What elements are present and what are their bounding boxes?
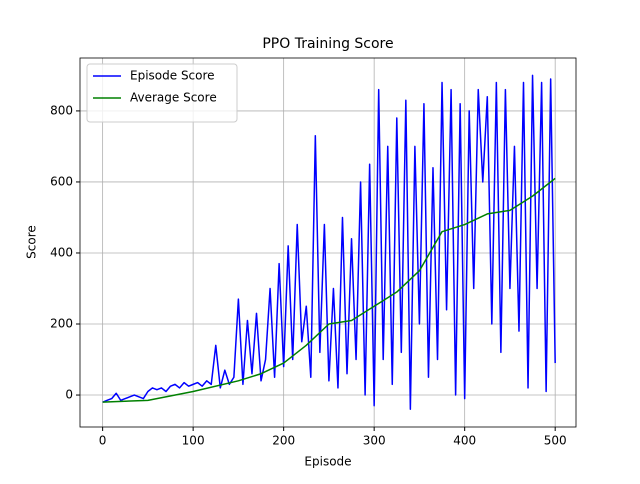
- x-tick-label: 100: [182, 434, 205, 448]
- x-tick-label: 400: [453, 434, 476, 448]
- y-tick-label: 200: [50, 317, 73, 331]
- x-tick-label: 500: [544, 434, 567, 448]
- legend-label: Episode Score: [130, 69, 215, 83]
- y-tick-label: 400: [50, 245, 73, 259]
- axes-frame: [79, 57, 577, 428]
- series-line: [102, 74, 556, 410]
- y-tick-label: 0: [65, 388, 73, 402]
- x-tick-label: 300: [363, 434, 386, 448]
- y-tick-label: 600: [50, 174, 73, 188]
- y-axis-label: Score: [25, 225, 39, 259]
- x-axis-label: Episode: [304, 455, 351, 469]
- chart-title: PPO Training Score: [262, 36, 393, 52]
- series-line: [102, 177, 556, 403]
- x-tick-label: 0: [99, 434, 107, 448]
- legend-label: Average Score: [130, 91, 217, 105]
- y-tick-label: 800: [50, 103, 73, 117]
- x-tick-label: 200: [272, 434, 295, 448]
- legend-box: [86, 63, 238, 123]
